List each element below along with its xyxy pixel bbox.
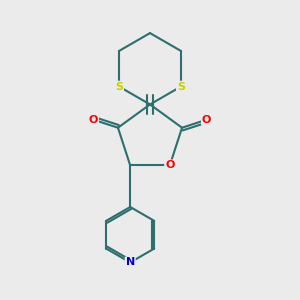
Text: O: O: [89, 115, 98, 125]
Text: S: S: [115, 82, 123, 92]
Text: S: S: [177, 82, 185, 92]
Text: O: O: [165, 160, 175, 170]
Text: O: O: [202, 115, 211, 125]
Text: N: N: [126, 257, 135, 268]
